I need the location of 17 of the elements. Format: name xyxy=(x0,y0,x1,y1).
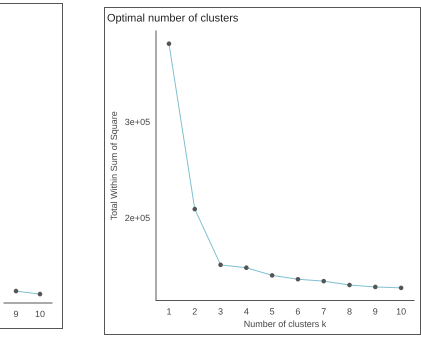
x-tick-label: 6 xyxy=(295,306,300,316)
x-tick-label: 9 xyxy=(372,306,378,316)
x-tick-label: 10 xyxy=(396,306,406,316)
x-tick-label: 9 xyxy=(13,309,19,320)
x-tick-label: 3 xyxy=(218,306,224,316)
x-tick-label: 8 xyxy=(347,306,352,316)
x-tick-label: 1 xyxy=(166,306,172,316)
x-tick-label: 7 xyxy=(321,306,326,316)
chart-title: Optimal number of clusters xyxy=(107,12,239,25)
x-tick-label: 2 xyxy=(192,306,198,316)
y-tick-label: 2e+05 xyxy=(124,213,150,224)
y-axis-title: Total Within Sum of Square xyxy=(108,111,119,220)
x-tick-label: 4 xyxy=(244,306,249,316)
x-axis-title: Number of clusters k xyxy=(244,319,327,330)
x-tick-label: 10 xyxy=(34,309,46,320)
x-tick-label: 5 xyxy=(270,306,275,316)
y-tick-label: 3e+05 xyxy=(124,117,150,128)
